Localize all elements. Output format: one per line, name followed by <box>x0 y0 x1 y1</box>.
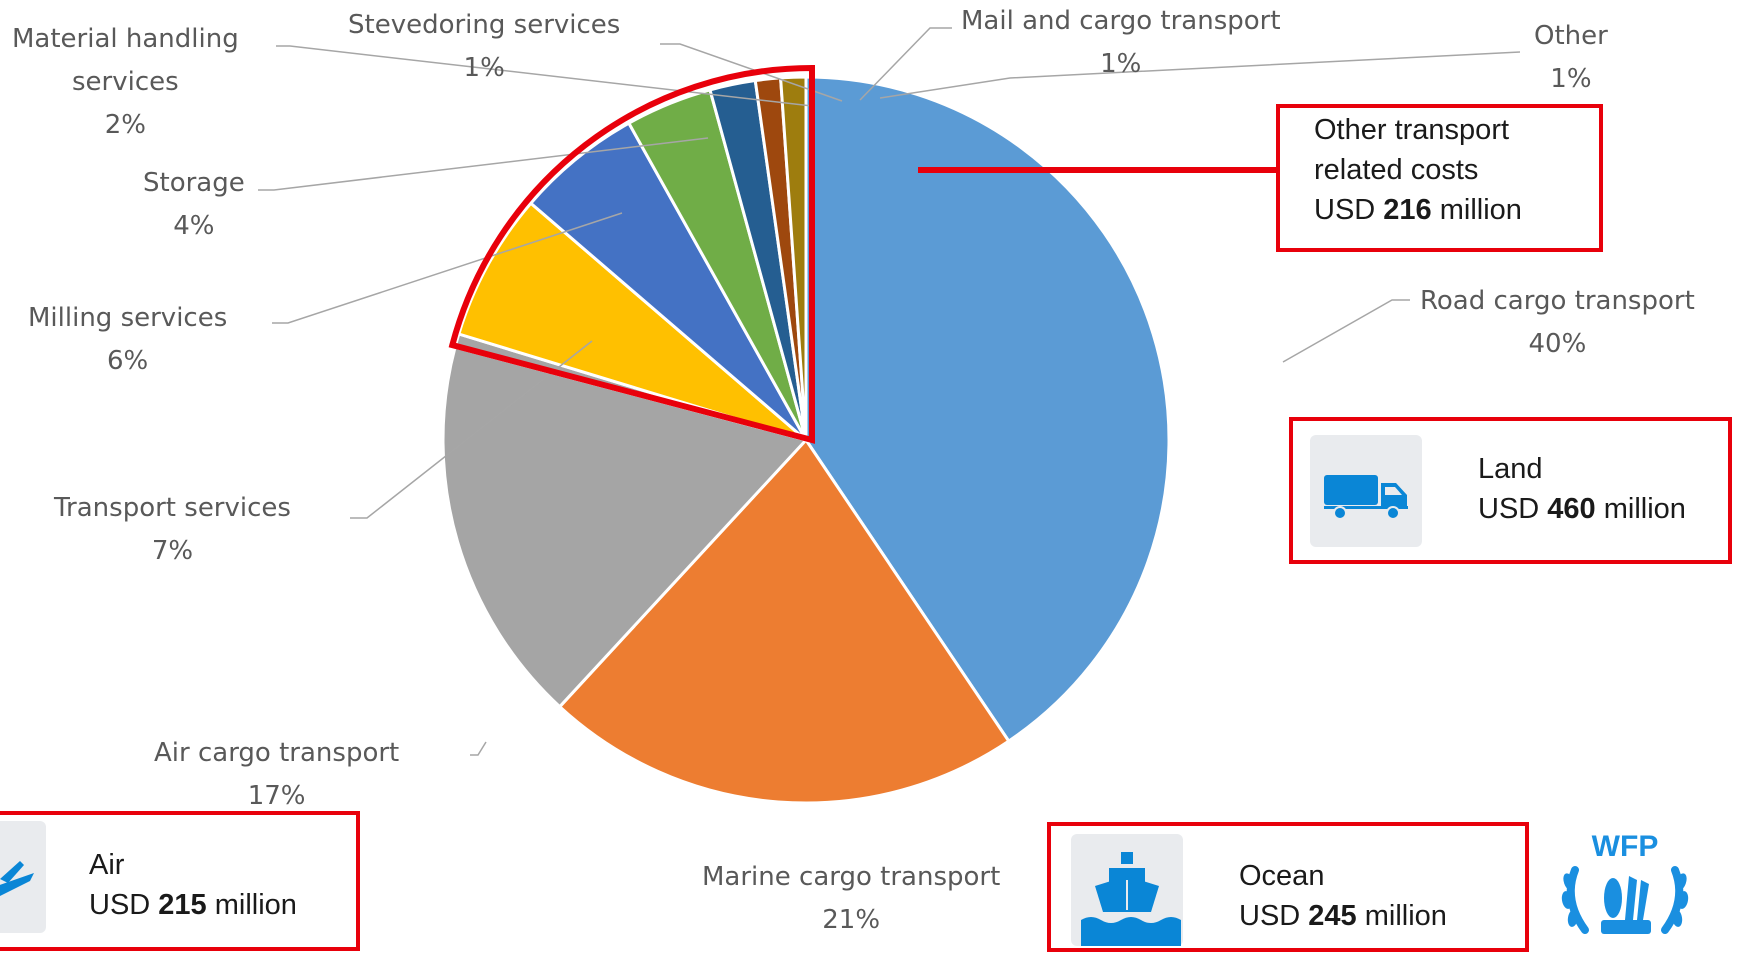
leader-line-other <box>879 51 1521 99</box>
other-costs-callout: Other transport related costs USD 216 mi… <box>1276 104 1603 252</box>
label-marine-cargo-name: Marine cargo transport <box>702 862 1001 892</box>
ocean-amount-line: USD 245 million <box>1239 896 1447 936</box>
pie-slice-road-cargo-transport <box>804 75 1171 743</box>
other-costs-highlight-outline <box>448 64 815 444</box>
plane-icon <box>0 861 34 896</box>
label-stevedoring-pct: 1% <box>463 53 505 83</box>
label-material-handling-pct: 2% <box>104 110 146 140</box>
label-transport-services: Transport services 7% <box>54 487 291 573</box>
ocean-prefix: USD <box>1239 900 1309 932</box>
land-icon-tile <box>1310 435 1422 547</box>
label-transport-services-pct: 7% <box>151 536 194 566</box>
air-amount: 215 <box>158 889 207 921</box>
land-amount: 460 <box>1547 493 1596 525</box>
truck-icon <box>1324 475 1408 520</box>
leader-line-material <box>276 45 813 107</box>
label-milling-services: Milling services 6% <box>28 297 227 383</box>
air-suffix: million <box>206 889 297 921</box>
leader-line-storage <box>258 137 709 191</box>
label-air-cargo-pct: 17% <box>247 781 306 811</box>
land-callout: Land USD 460 million <box>1289 417 1732 564</box>
land-suffix: million <box>1595 493 1686 525</box>
other-costs-amount: 216 <box>1383 194 1432 226</box>
air-callout: Air USD 215 million <box>0 811 360 951</box>
air-text: Air USD 215 million <box>89 845 297 925</box>
label-storage-pct: 4% <box>173 211 215 241</box>
label-storage: Storage 4% <box>143 162 245 248</box>
leader-lines <box>258 27 1521 756</box>
pie-slices <box>441 75 1171 805</box>
air-icon-tile <box>0 821 46 933</box>
label-milling-services-name: Milling services <box>28 303 228 333</box>
label-material-handling-name1: Material handling <box>12 24 239 54</box>
land-prefix: USD <box>1478 493 1548 525</box>
wfp-logo-text: WFP <box>1592 830 1659 863</box>
leader-line-stevedoring <box>660 43 843 102</box>
leader-line-mail <box>859 27 952 101</box>
leader-line-road <box>1282 299 1410 363</box>
label-material-handling: Material handling services 2% <box>12 18 239 147</box>
air-prefix: USD <box>89 889 159 921</box>
label-marine-cargo: Marine cargo transport 21% <box>702 856 1000 942</box>
label-transport-services-name: Transport services <box>54 493 291 523</box>
ocean-icon-tile <box>1071 834 1183 946</box>
label-milling-services-pct: 6% <box>107 346 149 376</box>
ship-icon <box>1081 852 1181 946</box>
label-stevedoring: Stevedoring services 1% <box>348 4 620 90</box>
other-costs-suffix: million <box>1431 194 1522 226</box>
leader-line-air <box>470 741 487 756</box>
label-air-cargo-name: Air cargo transport <box>154 738 400 768</box>
air-title: Air <box>89 849 125 881</box>
label-marine-cargo-pct: 21% <box>822 905 881 935</box>
ocean-suffix: million <box>1356 900 1447 932</box>
pie-slice-air-cargo-transport <box>441 345 808 709</box>
label-road-cargo-name: Road cargo transport <box>1420 286 1695 316</box>
label-other-pct: 1% <box>1550 64 1592 94</box>
pie-slice-other <box>779 75 808 442</box>
land-title: Land <box>1478 453 1543 485</box>
ocean-callout: Ocean USD 245 million <box>1047 822 1529 952</box>
label-material-handling-name2: services <box>72 67 179 97</box>
land-text: Land USD 460 million <box>1478 449 1686 529</box>
ocean-amount: 245 <box>1308 900 1357 932</box>
other-costs-amount-line: USD 216 million <box>1314 190 1522 230</box>
wfp-logo: WFP <box>1545 820 1705 940</box>
pie-chart <box>258 27 1521 805</box>
label-mail-cargo-name: Mail and cargo transport <box>961 6 1281 36</box>
air-amount-line: USD 215 million <box>89 885 297 925</box>
label-road-cargo: Road cargo transport 40% <box>1420 280 1695 366</box>
label-air-cargo: Air cargo transport 17% <box>154 732 399 818</box>
label-other-name: Other <box>1534 21 1608 51</box>
ocean-text: Ocean USD 245 million <box>1239 856 1447 936</box>
leader-line-transport <box>350 340 593 519</box>
wfp-emblem-icon: WFP <box>1561 830 1689 934</box>
other-costs-text: Other transport related costs USD 216 mi… <box>1314 110 1522 230</box>
pie-slice-marine-cargo-transport <box>558 438 1011 805</box>
other-costs-line2: related costs <box>1314 154 1479 186</box>
pie-slice-storage <box>529 121 808 442</box>
label-mail-cargo: Mail and cargo transport 1% <box>961 0 1281 86</box>
other-costs-line1: Other transport <box>1314 114 1510 146</box>
ocean-title: Ocean <box>1239 860 1325 892</box>
label-mail-cargo-pct: 1% <box>1100 49 1142 79</box>
label-storage-name: Storage <box>143 168 245 198</box>
label-stevedoring-name: Stevedoring services <box>348 10 621 40</box>
label-road-cargo-pct: 40% <box>1528 329 1587 359</box>
pie-slice-milling-services <box>457 201 808 442</box>
other-costs-prefix: USD <box>1314 194 1384 226</box>
land-amount-line: USD 460 million <box>1478 489 1686 529</box>
label-other: Other 1% <box>1534 15 1608 101</box>
leader-line-milling <box>272 212 623 324</box>
